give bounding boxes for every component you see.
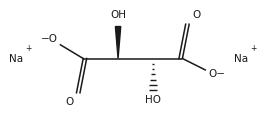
Text: +: +	[25, 44, 31, 53]
Text: Na: Na	[234, 53, 249, 64]
Text: Na: Na	[9, 53, 23, 64]
Text: −O: −O	[41, 33, 58, 44]
Text: O: O	[192, 10, 201, 20]
Text: HO: HO	[145, 95, 161, 105]
Text: OH: OH	[110, 10, 126, 20]
Text: +: +	[250, 44, 257, 53]
Polygon shape	[115, 27, 121, 58]
Text: O−: O−	[209, 69, 226, 79]
Text: O: O	[66, 97, 74, 107]
